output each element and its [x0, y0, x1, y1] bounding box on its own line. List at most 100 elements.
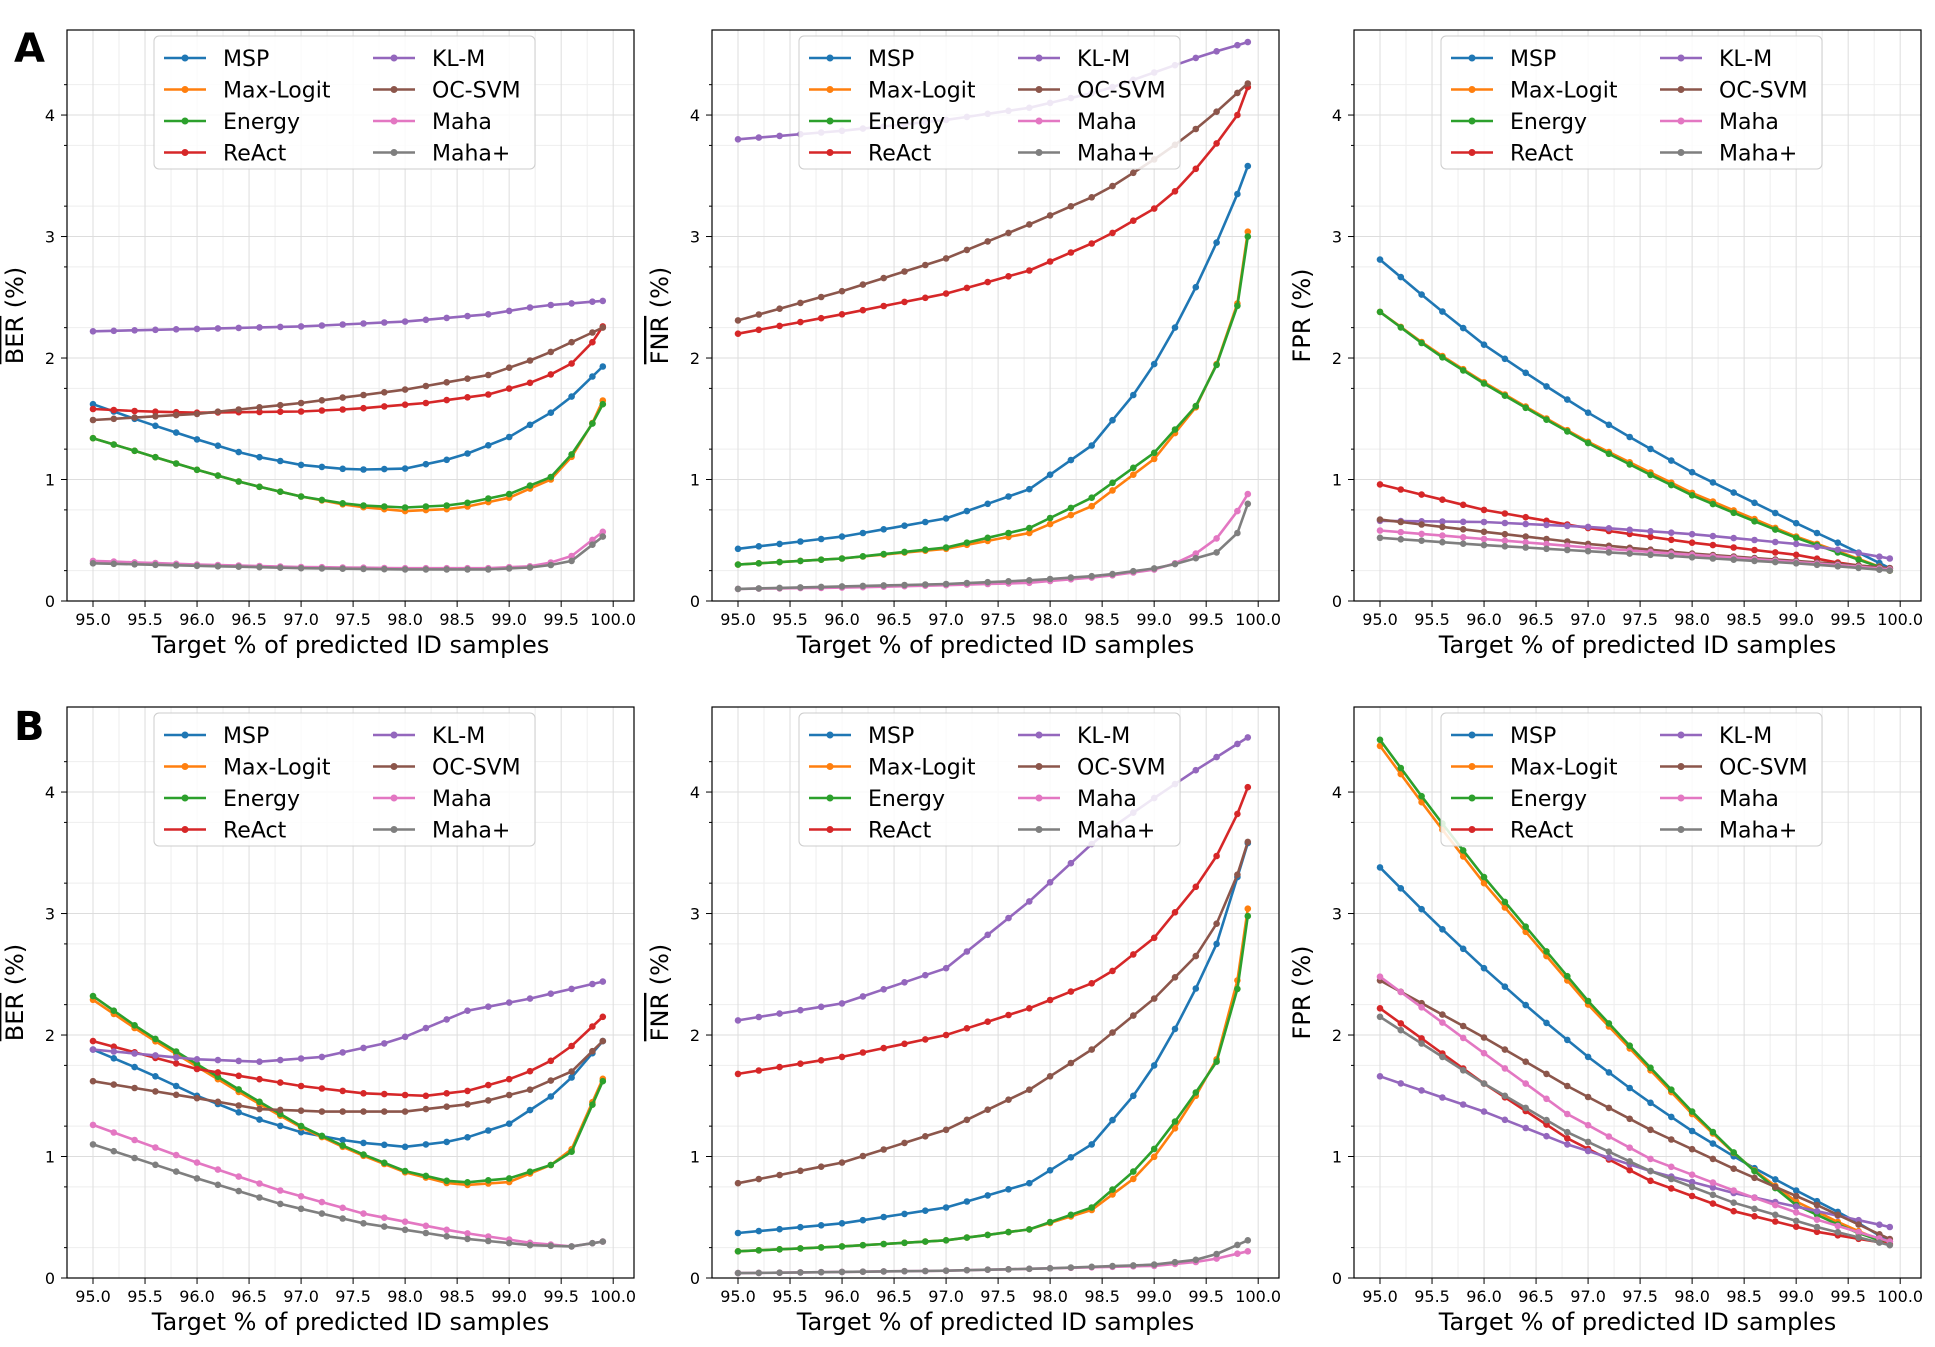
legend-item-react: ReAct: [164, 142, 287, 167]
data-point: [589, 1023, 596, 1030]
y-axis-label-unit: (%): [646, 944, 674, 993]
data-point: [89, 560, 97, 567]
data-point: [755, 1269, 763, 1277]
data-point: [901, 979, 908, 986]
data-point: [734, 1248, 742, 1255]
series-line: [1379, 975, 1891, 1243]
data-point: [1130, 1092, 1137, 1100]
data-point: [776, 1225, 783, 1233]
data-point: [464, 1087, 471, 1095]
data-point: [568, 1243, 575, 1250]
data-point: [1751, 1174, 1758, 1182]
data-point: [797, 1060, 804, 1067]
legend-item-oc-svm: OC-SVM: [1018, 79, 1166, 104]
data-point: [1418, 491, 1425, 498]
y-tick-label: 4: [1332, 783, 1342, 802]
data-point: [1772, 1211, 1779, 1219]
data-point: [1376, 736, 1384, 744]
data-point: [1668, 457, 1675, 464]
x-tick-label: 95.5: [127, 610, 163, 629]
data-point: [256, 563, 263, 571]
data-point: [568, 300, 575, 307]
data-point: [172, 1082, 180, 1090]
data-point: [859, 993, 867, 1000]
data-point: [901, 298, 908, 306]
data-point: [381, 565, 388, 573]
legend-swatch-marker: [390, 54, 398, 62]
data-point: [1234, 190, 1241, 198]
data-point: [1626, 1144, 1633, 1151]
data-point: [1688, 539, 1696, 546]
y-axis-label-metric: FNR: [646, 993, 674, 1041]
data-point: [1772, 1201, 1779, 1209]
data-point: [297, 323, 305, 330]
data-point: [1171, 1118, 1179, 1125]
panel-label-a: A: [14, 26, 45, 72]
data-point: [485, 1127, 492, 1134]
data-point: [422, 1141, 430, 1148]
data-point: [505, 1075, 513, 1083]
data-point: [1234, 529, 1241, 537]
data-point: [1876, 1221, 1883, 1228]
data-point: [1501, 543, 1509, 550]
legend-label: MSP: [1510, 724, 1556, 749]
data-point: [1109, 479, 1116, 487]
data-point: [1376, 1013, 1384, 1021]
data-point: [1834, 539, 1842, 546]
data-point: [1088, 442, 1095, 449]
data-point: [1192, 283, 1200, 291]
data-point: [817, 1003, 825, 1011]
data-point: [526, 482, 534, 489]
data-point: [1584, 523, 1592, 531]
data-point: [1855, 1221, 1862, 1228]
data-point: [214, 325, 222, 332]
data-point: [1522, 1001, 1529, 1009]
data-point: [318, 322, 326, 329]
data-point: [1459, 1067, 1467, 1074]
data-point: [401, 318, 409, 325]
legend-swatch-marker: [390, 763, 398, 770]
data-point: [1584, 1093, 1592, 1101]
data-point: [1171, 188, 1179, 195]
data-point: [485, 1081, 492, 1089]
y-tick-label: 1: [690, 471, 700, 490]
data-point: [443, 1233, 451, 1240]
data-point: [1543, 1019, 1550, 1027]
data-point: [984, 238, 991, 245]
data-point: [963, 1234, 971, 1241]
legend-label: KL-M: [432, 47, 485, 72]
data-point: [547, 473, 555, 481]
data-point: [817, 314, 825, 322]
data-point: [1397, 770, 1405, 778]
legend: MSP Max-Logit Energy ReAct KL-M OC-SVM Maha Mah…: [153, 35, 536, 170]
x-axis-label: Target % of predicted ID samples: [1438, 1308, 1837, 1336]
data-point: [1192, 1089, 1200, 1096]
series-react: [734, 783, 1252, 1078]
data-point: [1213, 753, 1220, 761]
legend-item-react: ReAct: [1451, 819, 1574, 844]
data-point: [1543, 540, 1550, 548]
data-point: [422, 382, 430, 390]
data-point: [599, 978, 607, 985]
data-point: [1751, 518, 1758, 525]
legend-label: Max-Logit: [868, 756, 976, 781]
data-point: [256, 1180, 263, 1187]
data-point: [256, 1075, 263, 1083]
data-point: [505, 307, 513, 315]
data-point: [443, 1177, 451, 1185]
data-point: [1130, 217, 1137, 224]
data-point: [339, 394, 347, 401]
data-point: [922, 546, 929, 553]
data-point: [1397, 988, 1405, 996]
legend-label: Max-Logit: [1510, 79, 1618, 104]
data-point: [1397, 1026, 1405, 1034]
x-axis-label: Target % of predicted ID samples: [151, 631, 550, 659]
legend-swatch-marker: [1035, 149, 1043, 156]
data-point: [568, 1042, 575, 1050]
data-point: [1418, 1035, 1425, 1042]
data-point: [1192, 952, 1200, 960]
series-line: [1379, 483, 1890, 570]
data-point: [1543, 521, 1550, 529]
x-tick-label: 99.5: [1830, 1287, 1866, 1306]
data-point: [152, 326, 159, 334]
